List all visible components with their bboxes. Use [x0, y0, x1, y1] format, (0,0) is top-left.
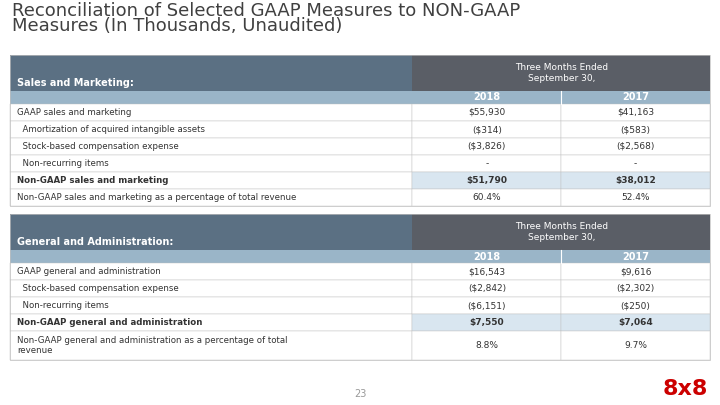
Bar [10, 155, 413, 172]
Text: ($2,842): ($2,842) [468, 284, 506, 293]
Bar [562, 155, 710, 172]
Text: $41,163: $41,163 [617, 108, 654, 117]
Bar [562, 172, 710, 189]
Text: 9.7%: 9.7% [624, 341, 647, 350]
Text: $38,012: $38,012 [616, 176, 656, 185]
Text: Amortization of acquired intangible assets: Amortization of acquired intangible asse… [17, 125, 205, 134]
Bar [10, 91, 413, 104]
Bar [10, 297, 413, 314]
Bar [10, 55, 710, 206]
Bar [10, 331, 413, 360]
Text: 2017: 2017 [622, 92, 649, 102]
Text: $51,790: $51,790 [467, 176, 508, 185]
Bar [413, 263, 562, 280]
Text: 60.4%: 60.4% [472, 193, 501, 202]
Text: Non-GAAP general and administration as a percentage of total
revenue: Non-GAAP general and administration as a… [17, 336, 287, 355]
Bar [10, 55, 413, 91]
Bar [413, 104, 562, 121]
Text: GAAP sales and marketing: GAAP sales and marketing [17, 108, 131, 117]
Bar [10, 214, 413, 250]
Text: -: - [485, 159, 488, 168]
Bar [562, 138, 710, 155]
Text: ($6,151): ($6,151) [467, 301, 506, 310]
Bar [562, 331, 710, 360]
Text: ($583): ($583) [621, 125, 651, 134]
Bar [562, 189, 710, 206]
Text: $55,930: $55,930 [468, 108, 505, 117]
Bar [10, 280, 413, 297]
Bar [10, 314, 413, 331]
Bar [562, 91, 710, 104]
Text: ($2,568): ($2,568) [616, 142, 654, 151]
Bar [10, 189, 413, 206]
Bar [413, 189, 562, 206]
Bar [562, 280, 710, 297]
Text: $7,064: $7,064 [618, 318, 653, 327]
Bar [413, 280, 562, 297]
Bar [413, 55, 710, 91]
Text: Stock-based compensation expense: Stock-based compensation expense [17, 142, 179, 151]
Text: $16,543: $16,543 [468, 267, 505, 276]
Text: Reconciliation of Selected GAAP Measures to NON-GAAP: Reconciliation of Selected GAAP Measures… [12, 2, 521, 20]
Text: ($314): ($314) [472, 125, 502, 134]
Bar [413, 214, 710, 250]
Bar [10, 138, 413, 155]
Text: $7,550: $7,550 [469, 318, 504, 327]
Text: General and Administration:: General and Administration: [17, 237, 174, 247]
Text: Non-GAAP sales and marketing: Non-GAAP sales and marketing [17, 176, 168, 185]
Text: ($3,826): ($3,826) [468, 142, 506, 151]
Bar [413, 172, 562, 189]
Text: Non-recurring items: Non-recurring items [17, 301, 109, 310]
Bar [10, 104, 413, 121]
Bar [562, 104, 710, 121]
Text: 2018: 2018 [473, 92, 500, 102]
Bar [413, 121, 562, 138]
Text: $9,616: $9,616 [620, 267, 652, 276]
Bar [413, 250, 562, 263]
Text: Sales and Marketing:: Sales and Marketing: [17, 78, 134, 88]
Text: Non-recurring items: Non-recurring items [17, 159, 109, 168]
Bar [413, 138, 562, 155]
Bar [10, 172, 413, 189]
Text: Non-GAAP general and administration: Non-GAAP general and administration [17, 318, 202, 327]
Text: GAAP general and administration: GAAP general and administration [17, 267, 161, 276]
Text: 8.8%: 8.8% [475, 341, 498, 350]
Bar [10, 214, 710, 360]
Bar [413, 314, 562, 331]
Text: Non-GAAP sales and marketing as a percentage of total revenue: Non-GAAP sales and marketing as a percen… [17, 193, 297, 202]
Text: Three Months Ended
September 30,: Three Months Ended September 30, [515, 222, 608, 243]
Bar [413, 331, 562, 360]
Bar [10, 250, 413, 263]
Text: 2017: 2017 [622, 252, 649, 262]
Text: Stock-based compensation expense: Stock-based compensation expense [17, 284, 179, 293]
Bar [413, 91, 562, 104]
Bar [562, 121, 710, 138]
Text: ($250): ($250) [621, 301, 651, 310]
Text: 52.4%: 52.4% [621, 193, 650, 202]
Text: 2018: 2018 [473, 252, 500, 262]
Text: -: - [634, 159, 637, 168]
Text: 8x8: 8x8 [662, 379, 708, 399]
Bar [562, 250, 710, 263]
Bar [562, 314, 710, 331]
Bar [562, 297, 710, 314]
Text: Three Months Ended
September 30,: Three Months Ended September 30, [515, 63, 608, 83]
Text: ($2,302): ($2,302) [616, 284, 654, 293]
Bar [413, 155, 562, 172]
Bar [562, 263, 710, 280]
Bar [10, 121, 413, 138]
Text: Measures (In Thousands, Unaudited): Measures (In Thousands, Unaudited) [12, 17, 343, 35]
Text: 23: 23 [354, 389, 366, 399]
Bar [10, 263, 413, 280]
Bar [413, 297, 562, 314]
